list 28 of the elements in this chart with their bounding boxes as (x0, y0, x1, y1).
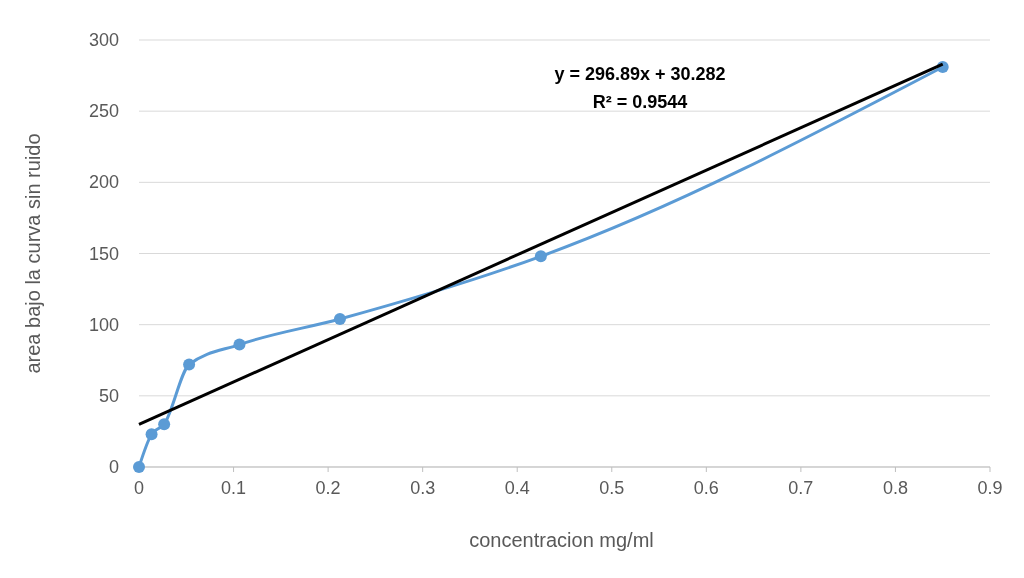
y-tick-label: 200 (88, 172, 119, 193)
y-tick-label: 300 (88, 30, 119, 50)
y-tick-label: 150 (88, 243, 119, 264)
x-tick-label: 0.1 (221, 478, 247, 498)
x-tick-label: 0.6 (693, 478, 719, 498)
annotation: R² = 0.9544 (592, 92, 688, 112)
x-tick-label: 0 (133, 478, 145, 498)
x-tick-label: 0.4 (504, 478, 530, 498)
x-tick-label: 0.3 (410, 478, 436, 498)
x-tick-label: 0.5 (599, 478, 625, 498)
point (333, 312, 346, 325)
x-axis-title: concentracion mg/ml (469, 529, 654, 551)
x-tick-label: 0.7 (788, 478, 814, 498)
point (158, 418, 171, 431)
point (145, 428, 158, 441)
y-tick-label: 0 (108, 457, 119, 477)
x-tick-label: 0.2 (315, 478, 341, 498)
y-tick-label: 250 (88, 101, 119, 122)
point (233, 338, 246, 351)
point (183, 358, 196, 371)
y-tick-label: 100 (88, 314, 119, 335)
x-tick-label: 0.8 (882, 478, 908, 498)
point (133, 461, 145, 473)
annotation: y = 296.89x + 30.282 (554, 64, 726, 84)
y-tick-label: 50 (98, 385, 119, 406)
point (534, 250, 547, 263)
y-axis-title: area bajo la curva sin ruido (22, 133, 44, 374)
x-tick-label: 0.9 (977, 478, 1003, 498)
